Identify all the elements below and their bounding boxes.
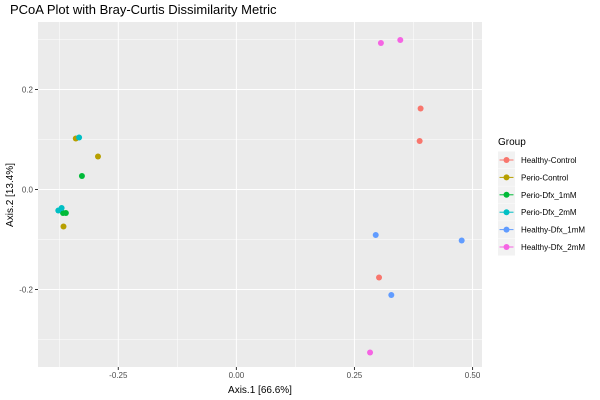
x-tick-label: 0.00 [229,371,245,380]
data-point [397,37,404,43]
legend-key-point [503,209,510,216]
x-axis-ticks: -0.25 0.00 0.25 0.50 [109,367,481,380]
data-points [55,37,465,356]
y-axis-ticks: -0.2 0.0 0.2 [19,86,38,295]
legend-label: Healthy-Dfx_2mM [521,243,585,252]
data-point [388,292,395,298]
legend-key-point [503,226,510,233]
x-tick-label: -0.25 [109,371,128,380]
legend-label: Healthy-Control [521,156,577,165]
major-gridlines [38,22,482,367]
data-point [376,274,383,281]
data-point [60,223,67,230]
data-point [417,105,424,112]
data-point [372,232,379,238]
legend-key-point [503,174,510,181]
plot-panel [38,22,482,367]
legend-key-point [503,191,510,198]
legend-key-point [503,157,510,163]
legend-label: Perio-Dfx_2mM [521,208,577,217]
data-point [377,40,384,46]
legend-title: Group [498,137,526,148]
minor-gridlines [38,22,482,367]
legend: Group Healthy-Control Perio-Control Perio-… [498,137,585,256]
x-tick-label: 0.50 [465,371,481,380]
legend-label: Perio-Dfx_1mM [521,191,577,200]
data-point [367,349,374,356]
data-point [76,134,83,141]
legend-label: Perio-Control [521,173,568,182]
x-tick-label: 0.25 [347,371,363,380]
data-point [78,173,85,179]
y-axis-title: Axis.2 [13.4%] [5,163,16,227]
legend-label: Healthy-Dfx_1mM [521,226,585,235]
data-point [458,237,465,244]
x-axis-title: Axis.1 [66.6%] [228,385,292,396]
data-point [62,210,69,216]
y-tick-label: 0.2 [22,86,34,95]
data-point [94,153,101,160]
legend-key-point [503,244,510,250]
y-tick-label: -0.2 [19,286,33,295]
data-point [416,138,423,144]
y-tick-label: 0.0 [22,186,34,195]
chart-title: PCoA Plot with Bray-Curtis Dissimilarity… [10,2,277,17]
data-point [58,205,65,211]
